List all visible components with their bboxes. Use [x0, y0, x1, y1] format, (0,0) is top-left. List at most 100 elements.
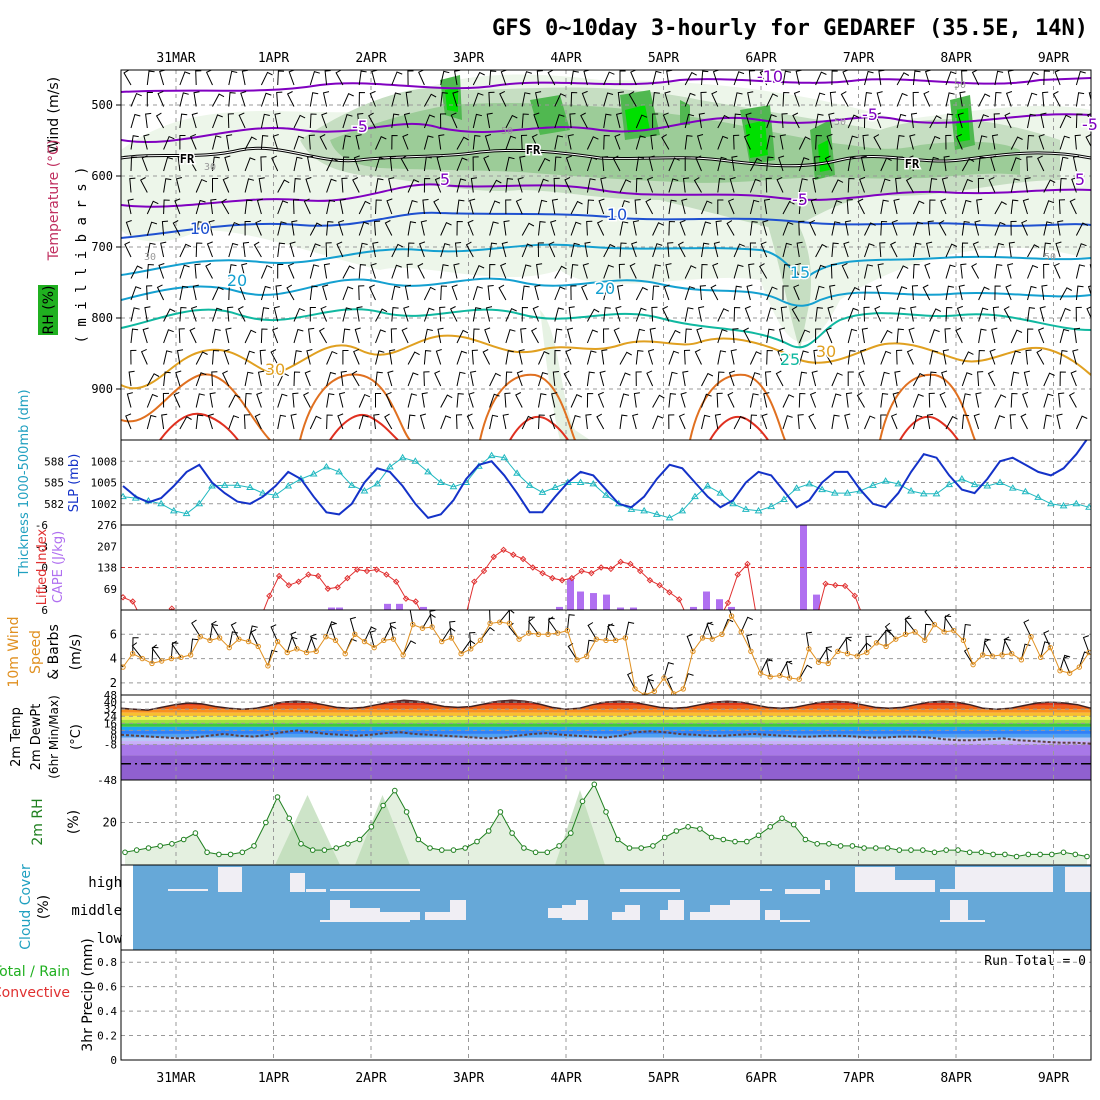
wind-barb: [743, 133, 751, 150]
rh2m-point: [532, 849, 539, 856]
upper-ylabel-wind: Wind (m/s): [46, 77, 62, 153]
wind-barb: [452, 91, 459, 107]
wind10-point: [960, 637, 967, 644]
wind-barb: [778, 155, 785, 172]
wind-barb: [407, 221, 417, 236]
thickness-point: [919, 489, 928, 497]
wind-barb: [729, 177, 736, 193]
wind-barb: [342, 156, 350, 172]
wind-barb: [208, 220, 215, 236]
wind-barb: [765, 177, 772, 193]
wind-barb: [210, 198, 217, 215]
wind-barb: [358, 414, 369, 430]
wind-barb: [1010, 157, 1022, 172]
wind-barb: [1043, 221, 1053, 236]
rh2m-point: [744, 838, 750, 845]
wind-barb: [743, 327, 751, 344]
temp2m-tick-label: 8: [110, 724, 117, 737]
wind10-barb: [1063, 655, 1071, 674]
wind-barb: [847, 371, 854, 386]
wind-barb: [146, 373, 160, 387]
wind-barb: [809, 219, 817, 236]
wind-barb: [994, 201, 1007, 215]
wind-barb: [277, 372, 289, 387]
wind10-barb: [702, 622, 714, 639]
wind-barb: [766, 328, 775, 344]
wind-barb: [1072, 155, 1080, 172]
wind-barb: [212, 135, 222, 150]
wind10-point: [651, 688, 657, 695]
rh2m-point: [626, 845, 633, 851]
wind-barb: [538, 414, 545, 430]
wind-barb: [991, 134, 999, 150]
wind-barb: [520, 134, 528, 150]
wind-barb: [1075, 285, 1084, 301]
wind-barb: [550, 220, 557, 236]
wind10-barb: [627, 671, 636, 690]
thickness-point: [233, 481, 242, 488]
cloud-clear-patch: [320, 920, 410, 922]
wind-barb: [831, 221, 841, 236]
rh2m-point: [216, 851, 222, 858]
temp2m-tick-label: 48: [104, 689, 117, 702]
wind-barb: [206, 241, 213, 258]
temperature-contour-label: 15: [790, 263, 810, 282]
thickness-point: [589, 479, 598, 487]
thickness-point: [576, 478, 585, 485]
li-point: [597, 564, 605, 571]
wind-barb: [695, 155, 702, 172]
temp-color-band: [121, 716, 1091, 720]
wind-barb: [407, 199, 418, 215]
wind-barb: [342, 93, 354, 107]
wind-barb: [423, 328, 433, 344]
wind-barb: [173, 391, 181, 408]
wind-barb: [873, 134, 882, 150]
wind-barb: [195, 414, 204, 430]
wind-barb: [241, 70, 248, 86]
wind-barb: [652, 222, 664, 236]
li-point: [646, 577, 654, 584]
wind10-barb: [607, 623, 617, 641]
wind-barb: [580, 112, 588, 129]
thickness-point: [881, 477, 890, 484]
wind10-barb: [845, 636, 852, 654]
wind10-point: [999, 652, 1005, 658]
precip-tick-label: 0.6: [97, 981, 117, 994]
wind-barb: [652, 92, 660, 107]
cloud-clear-patch: [785, 889, 820, 894]
wind-barb: [391, 285, 401, 301]
wind-barb: [858, 370, 865, 387]
wind10-point: [574, 657, 580, 663]
wind10-barb: [267, 649, 278, 667]
wind-barb: [864, 243, 875, 258]
rh2m-yticks: 20: [103, 816, 117, 830]
wind-barb: [684, 135, 693, 150]
wind-barb: [634, 199, 641, 215]
wind-barb: [1075, 70, 1086, 86]
wind-barb: [1093, 352, 1100, 365]
date-label-top: 1APR: [258, 51, 289, 66]
wind-barb: [978, 349, 985, 365]
wind-barb: [1088, 91, 1091, 102]
wind-barb: [309, 415, 322, 430]
wind-barb: [630, 70, 637, 86]
wind-barb: [534, 284, 541, 301]
wind-barb: [1073, 327, 1081, 344]
wind-barb: [895, 177, 902, 193]
cloud-clear-patch: [940, 920, 985, 922]
wind-barb: [1059, 177, 1067, 193]
wind-barb: [342, 113, 353, 129]
wind-barb: [1071, 177, 1078, 193]
rh2m-point: [755, 832, 762, 839]
wind-barb: [570, 414, 581, 430]
wind-barb: [468, 392, 475, 408]
wind10-barb: [706, 621, 713, 640]
wind10-barb: [547, 617, 555, 635]
wind-barb: [701, 221, 711, 236]
wind-barb: [912, 70, 921, 86]
wind-barb: [174, 198, 181, 215]
wind-barb: [586, 392, 594, 408]
wind-barb: [423, 177, 431, 193]
wind-barb: [581, 284, 588, 301]
